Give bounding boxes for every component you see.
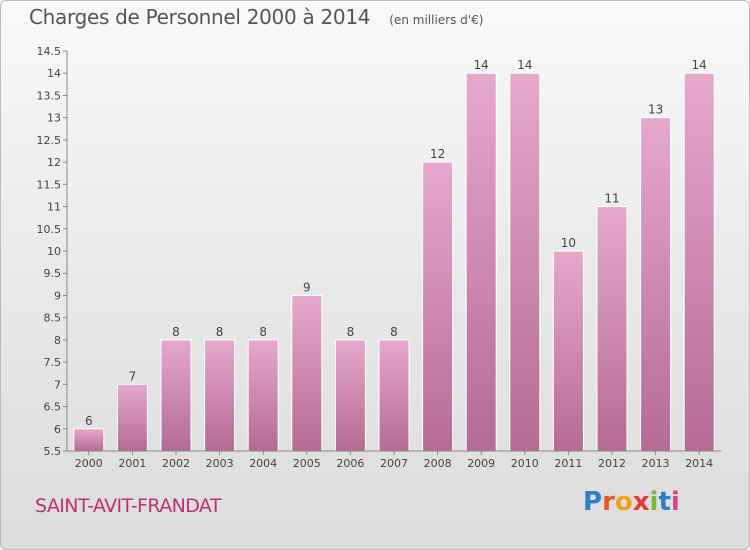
x-tick-label: 2006 — [336, 457, 364, 470]
bar-2011[interactable] — [552, 250, 584, 452]
bar-value-label: 10 — [561, 236, 576, 250]
y-tick-label: 12 — [47, 156, 61, 169]
y-axis: 5.5 6 6.5 7 7.5 8 8.5 9 9.5 10 10.5 11 11.5 12 12.5 13 1… — [37, 45, 68, 458]
x-tick-label: 2001 — [118, 457, 146, 470]
bar-value-label: 9 — [303, 280, 311, 294]
y-tick-label: 6.5 — [44, 401, 62, 414]
x-tick-label: 2002 — [162, 457, 190, 470]
logo-letter: i — [649, 487, 659, 517]
bars: 6 7 8 8 8 9 8 8 12 14 14 10 11 13 14 — [73, 58, 715, 452]
bar-2012[interactable] — [596, 206, 628, 452]
y-tick-label: 14.5 — [37, 45, 62, 58]
bar-2001[interactable] — [116, 383, 148, 452]
x-tick-label: 2005 — [293, 457, 321, 470]
y-tick-label: 7 — [54, 378, 61, 391]
y-tick-label: 14 — [47, 67, 61, 80]
y-tick-label: 5.5 — [44, 445, 62, 458]
logo-letter: r — [602, 487, 615, 517]
bar-2004[interactable] — [247, 339, 279, 452]
bar-2006[interactable] — [334, 339, 366, 452]
bar-value-label: 14 — [474, 58, 489, 72]
bar-value-label: 7 — [129, 369, 137, 383]
bar-2007[interactable] — [378, 339, 410, 452]
x-tick-label: 2008 — [424, 457, 452, 470]
x-tick-label: 2009 — [467, 457, 495, 470]
y-tick-label: 9 — [54, 289, 61, 302]
bar-2014[interactable] — [683, 72, 715, 452]
bar-value-label: 14 — [692, 58, 707, 72]
x-tick-label: 2014 — [685, 457, 713, 470]
logo-letter: P — [583, 487, 603, 517]
y-tick-label: 8 — [54, 334, 61, 347]
bar-value-label: 13 — [648, 103, 663, 117]
y-tick-label: 8.5 — [44, 312, 62, 325]
x-tick-label: 2003 — [206, 457, 234, 470]
y-tick-label: 11.5 — [37, 178, 62, 191]
bar-2000[interactable] — [73, 428, 105, 452]
x-axis: 2000 2001 2002 2003 2004 2005 2006 2007 2008 2009… — [67, 450, 721, 470]
bar-value-label: 12 — [430, 147, 445, 161]
y-tick-label: 10 — [47, 245, 61, 258]
proxiti-logo[interactable]: Proxiti — [583, 487, 680, 517]
bar-value-label: 11 — [604, 192, 619, 206]
y-tick-label: 11 — [47, 201, 61, 214]
logo-letter: o — [614, 487, 633, 517]
x-tick-label: 2012 — [598, 457, 626, 470]
y-tick-label: 7.5 — [44, 356, 62, 369]
bar-2009[interactable] — [465, 72, 497, 452]
logo-letter: i — [670, 487, 680, 517]
x-tick-label: 2004 — [249, 457, 277, 470]
logo-letter: t — [658, 487, 671, 517]
bar-value-label: 8 — [216, 325, 224, 339]
bar-value-label: 8 — [259, 325, 267, 339]
bar-2010[interactable] — [509, 72, 541, 452]
commune-name: SAINT-AVIT-FRANDAT — [35, 495, 221, 517]
y-tick-label: 12.5 — [37, 134, 62, 147]
bar-value-label: 6 — [85, 414, 93, 428]
y-tick-label: 13.5 — [37, 89, 62, 102]
bar-2005[interactable] — [291, 294, 323, 452]
bar-2013[interactable] — [640, 117, 672, 452]
x-tick-label: 2010 — [511, 457, 539, 470]
bar-value-label: 8 — [172, 325, 180, 339]
x-tick-label: 2013 — [642, 457, 670, 470]
x-tick-label: 2011 — [554, 457, 582, 470]
bar-value-label: 8 — [347, 325, 355, 339]
y-tick-label: 10.5 — [37, 223, 62, 236]
x-tick-label: 2000 — [75, 457, 103, 470]
bar-value-label: 14 — [517, 58, 532, 72]
bar-2002[interactable] — [160, 339, 192, 452]
bar-2003[interactable] — [204, 339, 236, 452]
title-row: Charges de Personnel 2000 à 2014 (en mil… — [29, 5, 483, 29]
y-tick-label: 9.5 — [44, 267, 62, 280]
y-tick-label: 13 — [47, 112, 61, 125]
y-tick-label: 6 — [54, 423, 61, 436]
x-tick-label: 2007 — [380, 457, 408, 470]
chart-title: Charges de Personnel 2000 à 2014 — [29, 5, 371, 29]
bar-value-label: 8 — [390, 325, 398, 339]
logo-letter: x — [632, 487, 650, 517]
bar-2008[interactable] — [422, 161, 454, 452]
chart-subtitle: (en milliers d'€) — [389, 13, 484, 27]
